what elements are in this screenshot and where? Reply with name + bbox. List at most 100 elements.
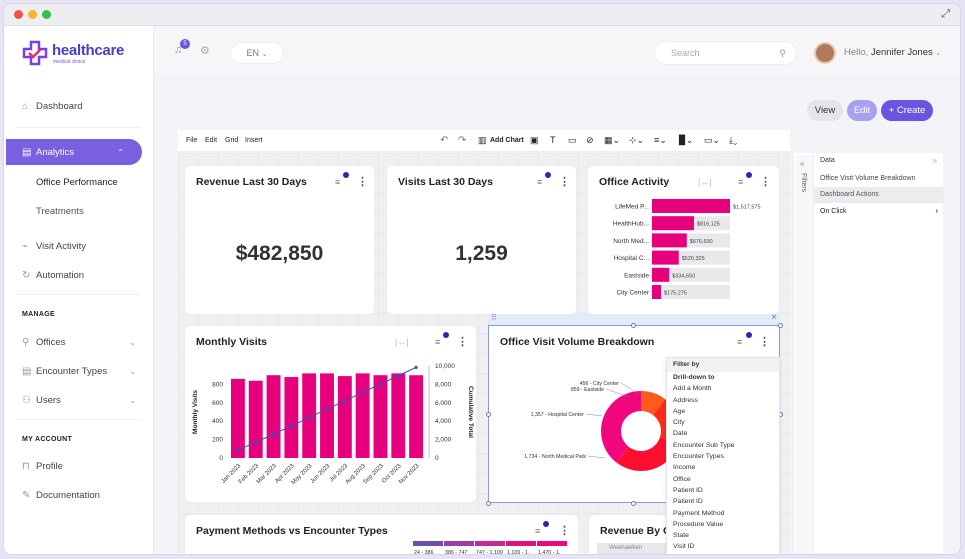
more-vertical-icon[interactable]: ⋮	[559, 525, 570, 537]
create-button[interactable]: + Create	[881, 100, 933, 121]
more-vertical-icon[interactable]: ⋮	[559, 176, 570, 188]
filters-tab[interactable]: « Filters	[796, 155, 814, 553]
nav-encounter-types[interactable]: ▤ Encounter Types ⌄	[4, 358, 154, 384]
menu-item[interactable]: Address	[673, 396, 698, 404]
expand-icon[interactable]: ⤢	[941, 8, 950, 20]
comment-icon[interactable]: ▭	[568, 135, 577, 145]
maximize-dot-icon[interactable]	[42, 10, 51, 19]
filter-icon[interactable]: ≡	[435, 337, 441, 347]
menu-item[interactable]: Procedure Value	[673, 520, 724, 528]
collapse-left-icon[interactable]: «	[800, 159, 805, 168]
close-icon[interactable]: ×	[771, 312, 777, 323]
menu-grid[interactable]: Grid	[225, 137, 239, 144]
nav-analytics[interactable]: ▤ Analytics ⌃	[6, 139, 142, 165]
avatar[interactable]	[814, 42, 836, 64]
more-vertical-icon[interactable]: ⋮	[759, 336, 770, 348]
collapse-right-icon[interactable]: »	[932, 156, 937, 165]
monthly-visits-card[interactable]: Monthly Visits |↔| ≡ ⋮ 0 200 400 600 800 0 2,0…	[184, 325, 477, 503]
menu-insert[interactable]: Insert	[245, 137, 263, 144]
menu-edit[interactable]: Edit	[205, 137, 218, 144]
menu-item[interactable]: Encounter Types	[673, 453, 724, 461]
resize-handle[interactable]	[631, 323, 636, 328]
expand-horizontal-icon[interactable]: |↔|	[698, 177, 712, 187]
add-chart-button[interactable]: Add Chart	[490, 137, 524, 144]
nav-automation[interactable]: ↻ Automation	[4, 262, 154, 288]
resize-handle[interactable]	[778, 323, 783, 328]
layout-icon[interactable]: ▦⌄	[604, 135, 621, 145]
more-vertical-icon[interactable]: ⋮	[760, 176, 771, 188]
line-point	[236, 448, 240, 452]
nav-office-performance[interactable]: Office Performance	[36, 177, 118, 188]
filter-icon[interactable]: ≡⌄	[654, 135, 667, 145]
nav-dashboard[interactable]: ⌂ Dashboard	[4, 93, 154, 119]
menu-item[interactable]: City	[673, 419, 685, 427]
edit-button[interactable]: Edit	[847, 100, 877, 121]
office-activity-chart: LifeMed P... $1,517,575 HealthHub... $816,1…	[613, 199, 761, 299]
filter-icon[interactable]: ≡	[335, 177, 341, 187]
nav-offices[interactable]: ⚲ Offices ⌄	[4, 329, 154, 355]
selection-handle-bar[interactable]: ⠿ ×	[488, 312, 780, 325]
undo-icon[interactable]: ↶	[440, 135, 449, 146]
bell-icon[interactable]: ♫	[174, 44, 183, 56]
filter-icon[interactable]: ≡	[737, 337, 743, 347]
line-point	[289, 424, 293, 428]
menu-item[interactable]: Encounter Sub Type	[673, 441, 735, 449]
link-icon[interactable]: ⊘	[586, 135, 594, 145]
map-area[interactable]: Weehawken	[597, 543, 687, 554]
payment-card[interactable]: Payment Methods vs Encounter Types ≡ ⋮ 2…	[184, 514, 579, 554]
y2-tick-label: 4,000	[435, 418, 452, 425]
pencil-icon: ✎	[22, 489, 31, 501]
redo-icon[interactable]: ↷	[458, 135, 467, 146]
download-icon[interactable]: ⤓⌄	[729, 135, 738, 145]
panel-item-on-click[interactable]: On Click ›	[814, 204, 944, 220]
resize-handle[interactable]	[486, 412, 491, 417]
more-vertical-icon[interactable]: ⋮	[457, 336, 468, 348]
nav-profile[interactable]: ⊓ Profile	[4, 453, 154, 479]
border-icon[interactable]: ▭⌄	[704, 135, 721, 145]
menu-item[interactable]: Visit ID	[673, 543, 695, 551]
menu-item[interactable]: Date	[673, 430, 688, 438]
nav-treatments[interactable]: Treatments	[36, 206, 84, 217]
office-activity-card[interactable]: Office Activity |↔| ≡ ⋮ LifeMed P... $1,5…	[587, 165, 780, 315]
menu-item[interactable]: Office	[673, 475, 691, 483]
filter-icon[interactable]: ≡	[738, 177, 744, 187]
filters-tab-label: Filters	[800, 173, 807, 193]
panel-item[interactable]: Office Visit Volume Breakdown	[820, 175, 916, 182]
close-dot-icon[interactable]	[14, 10, 23, 19]
align-icon[interactable]: ⊹⌄	[629, 135, 645, 145]
card-title: Office Visit Volume Breakdown	[500, 336, 655, 348]
language-select[interactable]: EN ⌄	[230, 42, 284, 64]
menu-item[interactable]: Patient ID	[673, 498, 703, 506]
more-vertical-icon[interactable]: ⋮	[357, 176, 368, 188]
user-menu[interactable]: Hello, Jennifer Jones ⌄	[844, 47, 941, 58]
image-icon[interactable]: ▣	[530, 135, 539, 145]
search-input[interactable]: Search ⚲	[654, 41, 797, 65]
nav-documentation[interactable]: ✎ Documentation	[4, 482, 154, 508]
resize-handle[interactable]	[486, 501, 491, 506]
menu-item[interactable]: Age	[673, 407, 686, 415]
nav-users[interactable]: ⚇ Users ⌄	[4, 387, 154, 413]
nav-visit-activity[interactable]: ⌁ Visit Activity	[4, 233, 154, 259]
drag-handle-icon[interactable]: ⠿	[491, 313, 497, 322]
menu-item[interactable]: Add a Month	[673, 385, 712, 393]
resize-handle[interactable]	[631, 501, 636, 506]
chevron-right-icon: ›	[935, 208, 938, 215]
expand-horizontal-icon[interactable]: |↔|	[395, 337, 409, 347]
text-icon[interactable]: T	[550, 135, 556, 145]
bar-category-label: City Center	[616, 290, 649, 297]
menu-item[interactable]: Income	[673, 464, 696, 472]
view-button[interactable]: View	[807, 100, 843, 121]
filter-icon[interactable]: ≡	[535, 526, 541, 536]
revenue-card[interactable]: Revenue Last 30 Days ≡ ⋮ $482,850	[184, 165, 375, 315]
menu-file[interactable]: File	[186, 137, 198, 144]
gear-icon[interactable]: ⚙	[200, 45, 210, 57]
filter-icon[interactable]: ≡	[537, 177, 543, 187]
visits-card[interactable]: Visits Last 30 Days ≡ ⋮ 1,259	[386, 165, 577, 315]
menu-item[interactable]: State	[673, 532, 689, 540]
fill-icon[interactable]: ▉⌄	[679, 135, 694, 145]
minimize-dot-icon[interactable]	[28, 10, 37, 19]
logo[interactable]: healthcare medical clinics	[22, 40, 142, 70]
menu-item[interactable]: Payment Method	[673, 509, 725, 517]
menu-item[interactable]: Patient ID	[673, 486, 703, 494]
panel-item[interactable]: Dashboard Actions	[814, 187, 944, 203]
